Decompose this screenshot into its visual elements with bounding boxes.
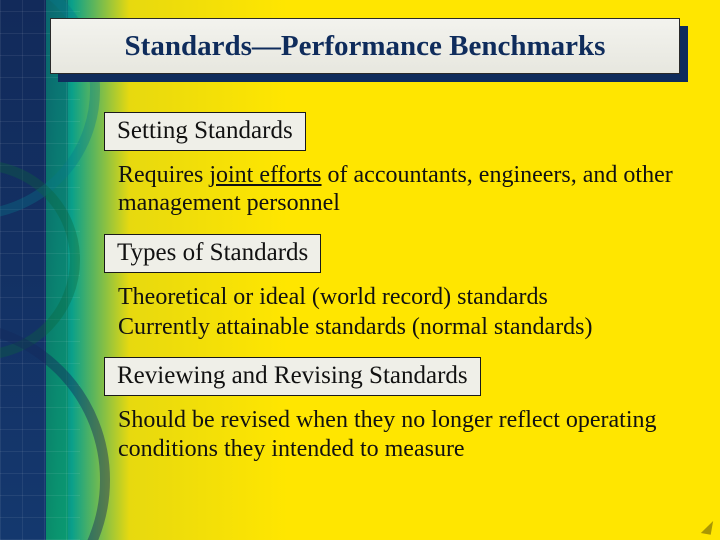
body-text: Requires joint efforts of accountants, e… xyxy=(118,161,678,218)
slide-title-box: Standards—Performance Benchmarks xyxy=(50,18,680,74)
section-types-of-standards: Types of Standards Theoretical or ideal … xyxy=(104,234,700,342)
heading-text: Setting Standards xyxy=(117,117,293,144)
corner-marker-icon xyxy=(701,519,713,535)
body-underlined: joint efforts xyxy=(209,162,321,188)
body-pre: Requires xyxy=(118,162,209,188)
section-reviewing-revising: Reviewing and Revising Standards Should … xyxy=(104,357,700,463)
heading-text: Types of Standards xyxy=(117,239,308,266)
body-line2: Currently attainable standards (normal s… xyxy=(118,313,678,341)
heading-box: Reviewing and Revising Standards xyxy=(104,357,481,396)
section-setting-standards: Setting Standards Requires joint efforts… xyxy=(104,112,700,218)
heading-text: Reviewing and Revising Standards xyxy=(117,362,468,389)
slide-title-container: Standards—Performance Benchmarks xyxy=(50,18,680,74)
body-line1: Theoretical or ideal (world record) stan… xyxy=(118,283,678,311)
body-text: Should be revised when they no longer re… xyxy=(118,406,678,463)
slide-title: Standards—Performance Benchmarks xyxy=(125,30,606,63)
slide-content: Setting Standards Requires joint efforts… xyxy=(104,112,700,479)
heading-box: Setting Standards xyxy=(104,112,306,151)
heading-box: Types of Standards xyxy=(104,234,321,273)
